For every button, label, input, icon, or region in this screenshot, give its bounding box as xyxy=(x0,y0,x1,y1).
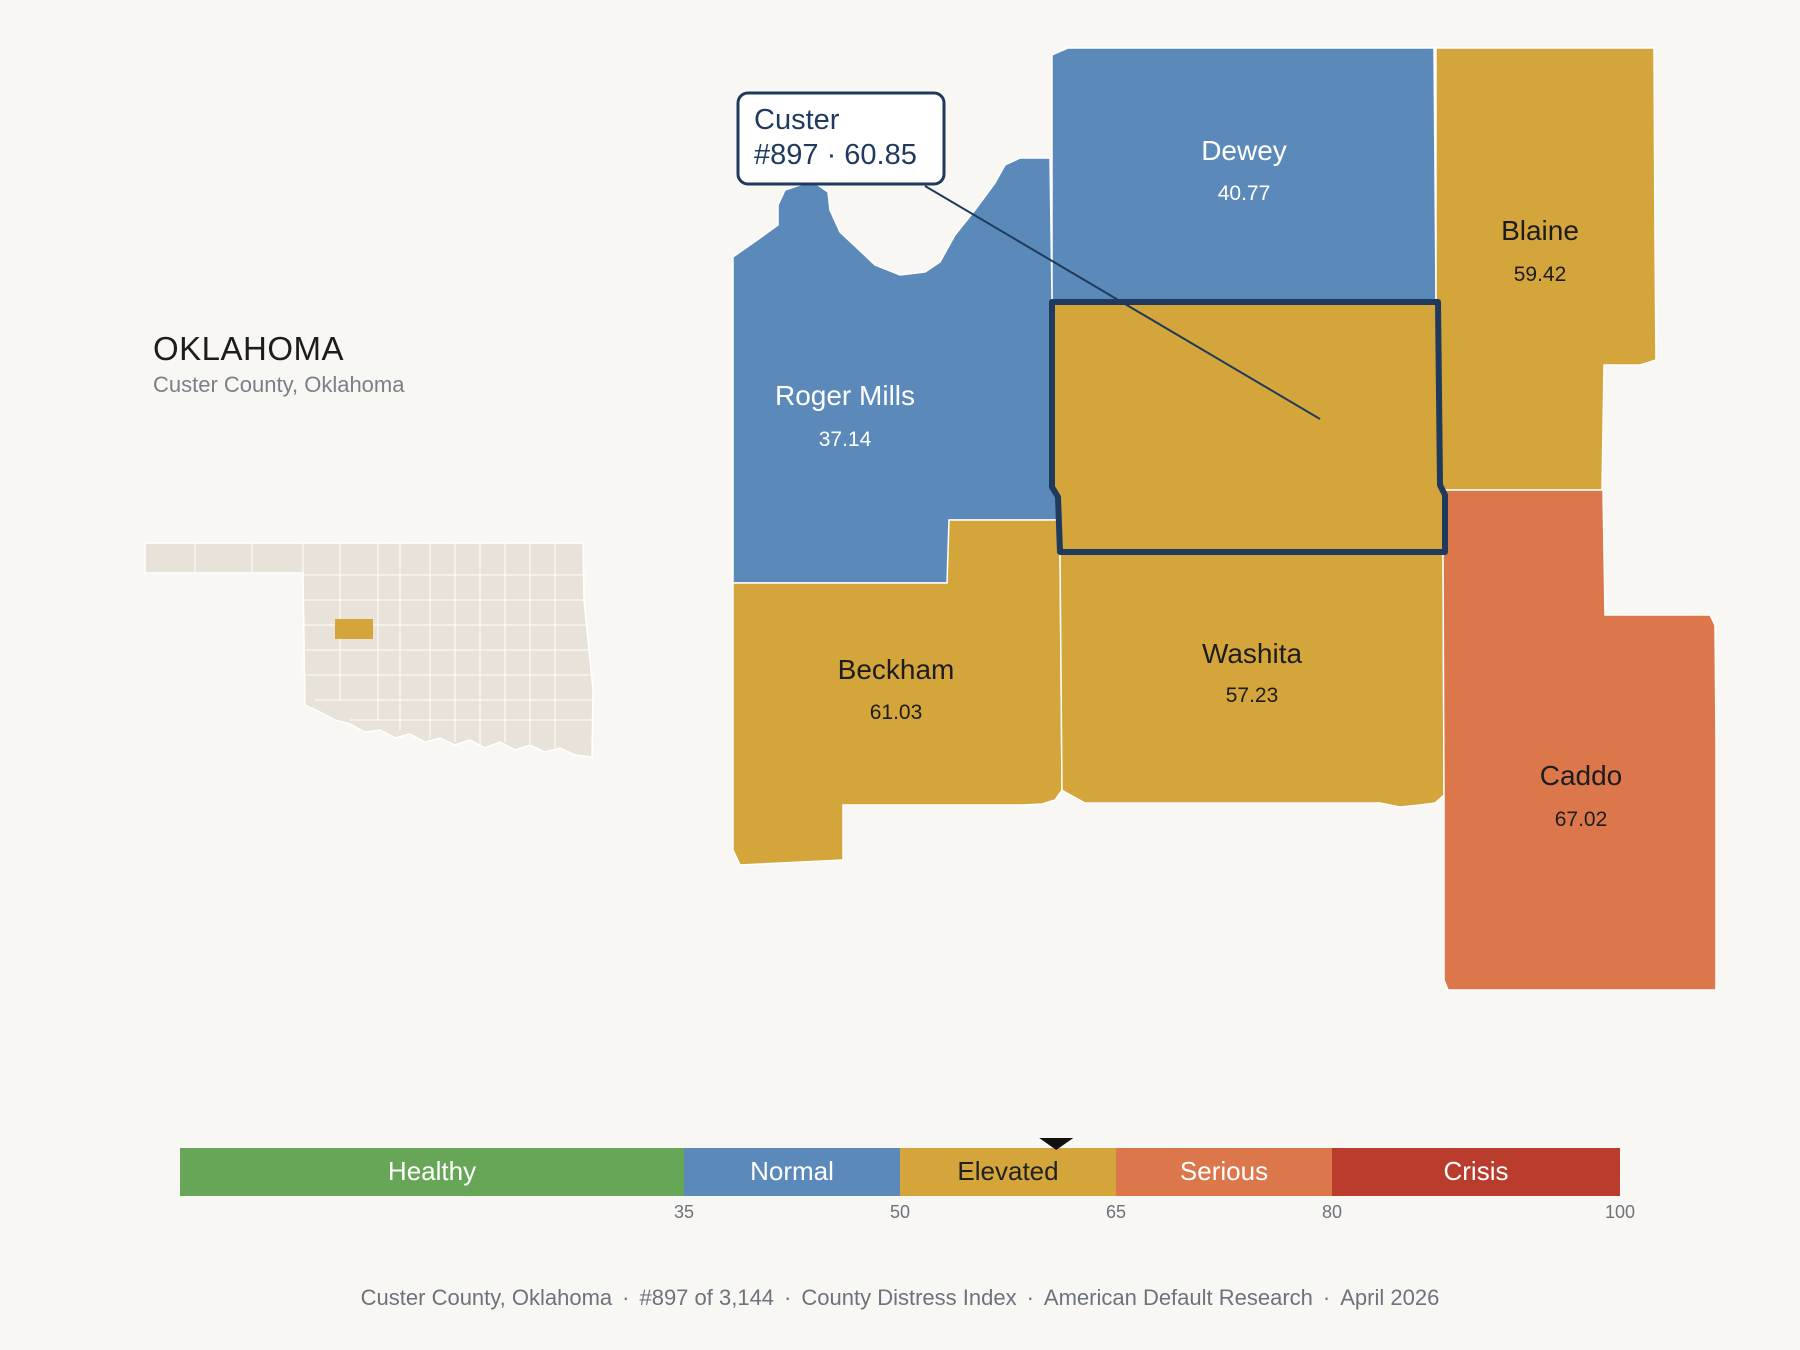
county-label-roger-mills: Roger Mills xyxy=(775,380,915,411)
county-label-dewey: Dewey xyxy=(1201,135,1287,166)
county-value-caddo: 67.02 xyxy=(1555,808,1608,831)
legend-label-serious: Serious xyxy=(1180,1156,1268,1186)
county-labels: Dewey 40.77 Blaine 59.42 Roger Mills 37.… xyxy=(775,135,1622,831)
state-locator-inset xyxy=(144,542,594,758)
footer-index: County Distress Index xyxy=(801,1285,1017,1310)
county-caddo[interactable] xyxy=(1442,489,1717,991)
legend-band-normal xyxy=(684,1148,900,1196)
callout-county-name: Custer xyxy=(754,104,840,136)
legend-value-marker xyxy=(1039,1138,1074,1150)
county-label-washita: Washita xyxy=(1202,638,1303,669)
inset-county-lines xyxy=(194,543,592,748)
footer-date: April 2026 xyxy=(1340,1285,1440,1310)
distress-legend: Healthy Normal Elevated Serious Crisis 35 50 65… xyxy=(180,1138,1635,1222)
footer-rank: #897 of 3,144 xyxy=(639,1285,775,1310)
legend-band-healthy xyxy=(180,1148,684,1196)
county-custer[interactable] xyxy=(1052,302,1445,552)
county-label-blaine: Blaine xyxy=(1501,215,1579,246)
callout: Custer #897 · 60.85 xyxy=(736,91,1321,420)
footer-source: American Default Research xyxy=(1043,1285,1313,1310)
county-label-caddo: Caddo xyxy=(1540,760,1623,791)
county-washita[interactable] xyxy=(1059,551,1445,808)
legend-tick: 65 xyxy=(1106,1202,1126,1222)
custer-highlight-outline xyxy=(1049,299,1448,555)
legend-label-healthy: Healthy xyxy=(388,1156,476,1186)
legend-tick: 35 xyxy=(674,1202,694,1222)
footer: Custer County, Oklahoma · #897 of 3,144 · Co… xyxy=(360,1285,1440,1310)
state-subtitle: Custer County, Oklahoma xyxy=(153,372,405,397)
legend-tick: 50 xyxy=(890,1202,910,1222)
county-label-beckham: Beckham xyxy=(838,654,955,685)
legend-label-crisis: Crisis xyxy=(1444,1156,1509,1186)
legend-band-serious xyxy=(1116,1148,1332,1196)
legend-band-crisis xyxy=(1332,1148,1620,1196)
footer-location: Custer County, Oklahoma xyxy=(360,1285,613,1310)
county-dewey[interactable] xyxy=(1051,47,1437,301)
county-value-roger-mills: 37.14 xyxy=(819,428,872,451)
county-beckham[interactable] xyxy=(732,519,1063,866)
callout-box xyxy=(736,91,946,186)
callout-rank-value: #897 · 60.85 xyxy=(754,139,917,171)
legend-label-normal: Normal xyxy=(750,1156,834,1186)
inset-highlight-custer xyxy=(335,619,373,639)
county-value-washita: 57.23 xyxy=(1226,684,1279,707)
county-value-dewey: 40.77 xyxy=(1218,182,1271,205)
county-value-blaine: 59.42 xyxy=(1514,263,1567,286)
callout-leader-line xyxy=(924,185,1321,420)
legend-band-elevated xyxy=(900,1148,1116,1196)
legend-tick: 80 xyxy=(1322,1202,1342,1222)
legend-label-elevated: Elevated xyxy=(957,1156,1058,1186)
county-value-beckham: 61.03 xyxy=(870,701,923,724)
state-title: OKLAHOMA xyxy=(153,330,345,367)
county-map xyxy=(732,47,1717,991)
legend-tick: 100 xyxy=(1605,1202,1635,1222)
